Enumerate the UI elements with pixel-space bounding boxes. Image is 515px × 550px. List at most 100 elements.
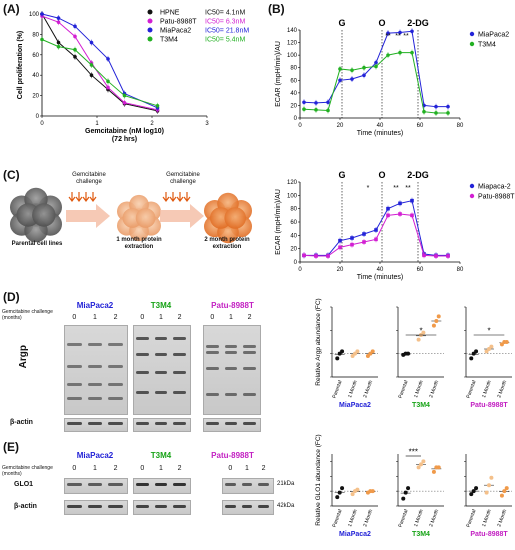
data-dot [436,465,441,470]
challenge-arrow-1 [66,204,110,228]
x-tick-label: 20 [337,123,344,129]
x-tick-label: 60 [417,267,424,273]
data-dot [431,323,436,328]
glo1-lane-label: 2 [113,465,118,472]
data-point [374,237,378,242]
data-dot [502,489,507,494]
argp-band [206,393,219,396]
legend-ic50: IC50= 6.3nM [205,19,245,26]
argp-band [136,353,149,356]
data-point [362,240,366,244]
actin-band [258,505,269,508]
data-point [374,60,378,65]
y-axis-title: ECAR (mpH/min)/AU [275,41,282,107]
data-point [410,29,414,34]
y-tick-label: 0 [36,114,40,120]
challenge-label-1: Gemcitabine challenge [72,172,106,185]
glo1-band [225,483,236,486]
data-dot [504,340,509,344]
argp-lane-label: 0 [72,314,77,321]
argp-band [206,345,219,348]
row-label-actin-e: β-actin [14,503,37,510]
y-tick-label: 100 [287,193,298,199]
legend-marker [147,36,153,42]
legend-marker [147,27,153,33]
argp-band [154,353,168,356]
actin-band [67,422,82,425]
row-label-actin-d: β-actin [10,419,33,426]
data-dot [489,344,494,349]
argp-band [67,343,82,346]
argp-blot-t3m4 [133,325,191,415]
argp-band [87,383,103,386]
dotplot-title: MiaPaca2 [339,531,371,538]
blot-title-t3m4: T3M4 [150,301,172,310]
data-point [314,101,318,105]
actin-band [136,505,149,508]
argp-lane-label: 2 [113,314,118,321]
y-tick-label: 60 [290,78,297,84]
glo1-lane-label: 0 [72,465,77,472]
x-tick-label: 0 [298,123,302,129]
data-dot [421,330,426,335]
data-dot [340,486,345,491]
injection-label-o: O [378,18,385,28]
dotplot-x-label: Parental [398,509,410,529]
glo1-lane-label: 1 [245,465,249,472]
actin-band [206,422,219,425]
y-tick-label: 20 [290,103,297,109]
argp-lane-label: 1 [159,314,163,321]
data-point [350,236,354,240]
data-dot [504,486,509,491]
argp-band [206,367,219,370]
data-dot [484,490,489,495]
data-point [326,254,330,258]
glo1-band [173,483,186,486]
legend-marker [469,193,475,199]
panel-label-e: (E) [3,440,19,454]
data-point [40,12,44,16]
x-tick-label: 1 [95,121,99,127]
argp-band [87,343,103,346]
data-point [106,85,110,90]
data-point [338,67,342,71]
data-point [73,34,77,39]
actin-blot-d-t3m4 [133,418,191,432]
data-dot [350,492,355,497]
argp-lane-label: 0 [210,314,215,321]
data-dot [355,349,360,354]
dotplot-x-label: 1 Month [481,379,493,398]
gemcitabine-challenge-schematic [10,187,252,244]
glo1-band [136,483,149,486]
data-point [302,253,306,258]
data-point [326,108,330,113]
actin-band [243,422,256,425]
data-point [386,31,390,35]
data-point [89,73,94,77]
challenge-months-note-d: Gemcitabine challenge (months) [2,309,53,321]
data-point [89,63,94,67]
series-line-1 [41,15,158,111]
x-tick-label: 80 [457,123,464,129]
data-point [73,55,77,59]
data-point [434,104,438,109]
dotplot-x-label: Parental [332,509,344,529]
x-tick-label: 40 [377,267,384,273]
data-point [56,20,61,24]
data-dot [335,495,340,500]
data-dot [355,487,360,492]
glo1-lane-label: 0 [228,465,233,472]
significance-star: * [367,185,370,192]
drug-arrow [68,192,76,202]
data-point [434,111,438,115]
dotplot-title: T3M4 [412,402,430,409]
data-point [386,213,390,218]
actin-band [173,505,186,508]
drug-arrow [162,192,170,202]
challenge-label-2: Gemcitabine challenge [166,172,200,185]
cell [32,203,56,227]
caption-2-month: 2 month protein extraction [204,237,250,250]
actin-band [136,422,149,425]
data-point [56,16,61,20]
argp-band [243,351,256,354]
